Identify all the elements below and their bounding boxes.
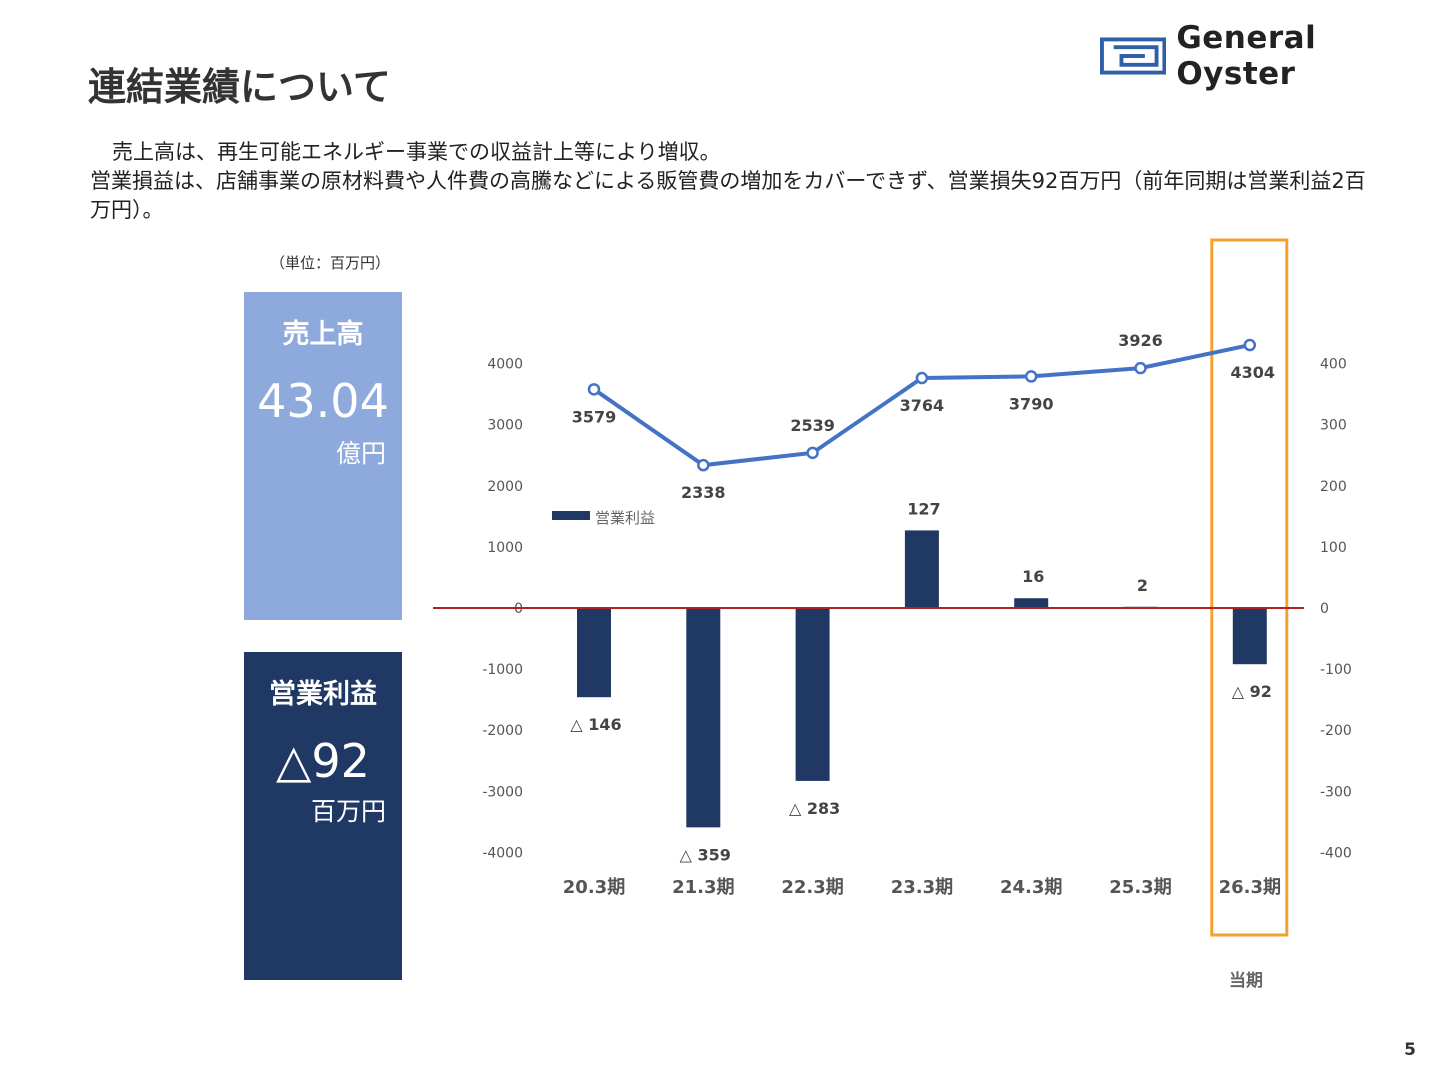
operating-income-bar [577,608,611,698]
left-axis-tick-label: -2000 [482,723,523,739]
page-number: 5 [1404,1040,1416,1060]
category-label: 21.3期 [672,877,734,898]
legend-label-operating: 営業利益 [595,509,655,527]
operating-income-bar [904,530,939,608]
operating-card-value: △92 [276,734,370,788]
category-label: 22.3期 [781,877,843,898]
brand-name: General Oyster [1176,20,1317,92]
operating-income-data-label: △ 359 [680,845,731,864]
left-axis-tick-label: 4000 [487,357,523,373]
right-axis-tick-label: -200 [1320,723,1352,739]
unit-note: （単位：百万円） [270,254,391,272]
right-axis-tick-label: -300 [1320,784,1352,800]
right-axis-tick-label: 100 [1320,540,1347,556]
revenue-point [1024,370,1038,383]
right-axis-tick-label: 0 [1320,601,1329,617]
category-label: 25.3期 [1109,877,1171,898]
left-axis-tick-label: -3000 [482,784,523,800]
operating-income-data-label: △ 146 [570,715,621,734]
sales-card-unit: 億円 [335,439,386,468]
revenue-data-label: 3790 [1009,394,1054,413]
operating-income-data-label: 2 [1137,576,1148,595]
category-label: 23.3期 [891,877,953,898]
revenue-data-label: 3579 [572,407,617,426]
operating-income-data-label: 127 [907,499,940,518]
left-axis-tick-label: 2000 [487,479,523,495]
summary-line-sales: 売上高は、再生可能エネルギー事業での収益計上等により増収。 [112,140,721,164]
logo-mark-icon [1100,37,1167,75]
revenue-point [697,458,710,472]
revenue-point [587,383,601,396]
revenue-data-label: 3764 [900,396,945,415]
left-axis-tick-label: -4000 [482,845,523,861]
operating-card: 営業利益 △92 百万円 [244,652,402,980]
operating-card-unit: 百万円 [310,797,386,826]
operating-income-bar [1014,598,1049,608]
category-label: 24.3期 [1000,877,1062,898]
revenue-data-label: 4304 [1231,363,1276,382]
revenue-point [915,371,929,385]
revenue-point [1134,361,1147,375]
revenue-data-label: 3926 [1118,331,1163,350]
page-title: 連結業績について [88,65,391,109]
right-axis-tick-label: 200 [1320,479,1347,495]
right-axis-tick-label: 300 [1320,418,1347,434]
current-period-label: 当期 [1229,970,1263,991]
left-axis-tick-label: 3000 [487,418,523,434]
revenue-point [1243,338,1257,352]
operating-income-data-label: 16 [1022,567,1044,586]
sales-card: 売上高 43.04 億円 [244,292,402,620]
operating-income-bar [795,608,830,781]
operating-income-bar [686,608,721,828]
category-label: 20.3期 [563,877,625,898]
sales-card-title: 売上高 [282,319,364,350]
company-logo: General Oyster [1100,20,1440,92]
category-label: 26.3期 [1219,877,1281,898]
right-axis-tick-label: 400 [1320,357,1347,373]
current-period-highlight-box [1210,238,1289,937]
left-axis-tick-label: -1000 [482,662,523,678]
operating-income-data-label: △ 92 [1232,682,1272,701]
right-axis-tick-label: -100 [1320,662,1352,678]
right-axis-tick-label: -400 [1320,845,1352,861]
revenue-data-label: 2338 [681,483,726,502]
operating-income-bar [1232,608,1267,665]
revenue-point [806,446,819,460]
left-axis-tick-label: 1000 [487,540,523,556]
revenue-data-label: 2539 [790,416,835,435]
sales-card-value: 43.04 [257,374,389,428]
summary-line-operating: 営業損益は、店舗事業の原材料費や人件費の高騰などによる販管費の増加をカバーできず… [90,169,1366,222]
operating-card-title: 営業利益 [269,679,377,710]
legend-swatch-operating [552,511,590,520]
operating-income-data-label: △ 283 [789,799,840,818]
summary-text: 売上高は、再生可能エネルギー事業での収益計上等により増収。 営業損益は、店舗事業… [90,138,1380,225]
